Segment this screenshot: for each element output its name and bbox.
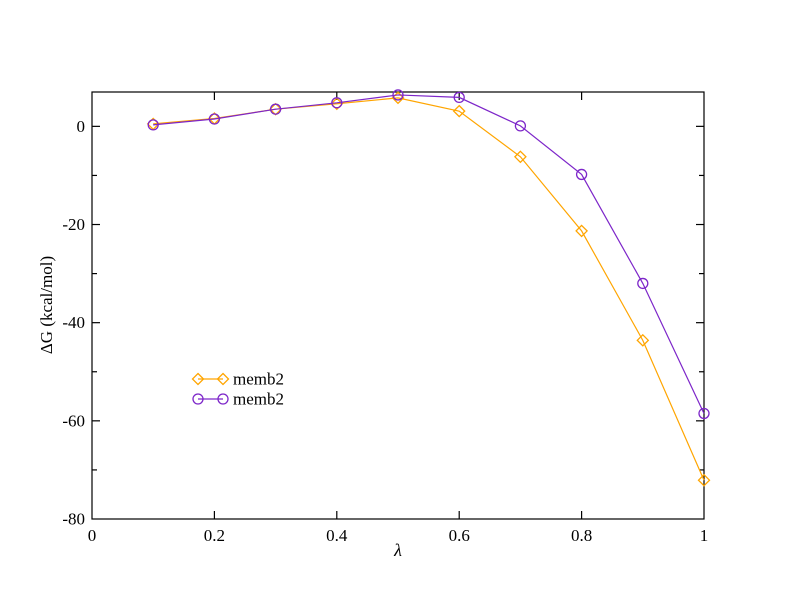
data-point <box>331 97 343 109</box>
legend-marker-0 <box>216 372 230 386</box>
x-tick-label: 0.4 <box>326 526 348 545</box>
series-line-0 <box>153 97 705 481</box>
y-axis-label: ΔG (kcal/mol) <box>37 256 56 354</box>
legend-marker-1 <box>217 393 229 405</box>
x-tick-label: 0.6 <box>449 526 470 545</box>
data-point <box>147 119 159 131</box>
data-point <box>514 120 527 132</box>
data-point <box>575 224 589 238</box>
data-point <box>637 277 649 290</box>
x-tick-label: 0 <box>88 526 97 545</box>
legend-label-1: memb2 <box>233 390 284 409</box>
data-point <box>269 103 282 115</box>
y-tick-label: -40 <box>62 313 85 332</box>
y-tick-label: -80 <box>62 510 85 529</box>
data-point <box>391 91 405 105</box>
data-point <box>208 113 221 125</box>
data-point <box>513 150 527 164</box>
legend-marker-1 <box>192 393 204 405</box>
series-line-1 <box>153 94 705 414</box>
data-point <box>453 91 465 104</box>
data-point <box>452 104 466 118</box>
y-tick-label: -20 <box>62 215 85 234</box>
legend-label-0: memb2 <box>233 370 284 389</box>
plot-frame <box>91 91 705 520</box>
x-axis-label: λ <box>393 540 402 560</box>
data-point <box>392 89 404 101</box>
data-point <box>698 407 710 420</box>
y-tick-label: -60 <box>62 411 85 430</box>
y-tick-label: 0 <box>77 117 86 136</box>
x-tick-label: 0.2 <box>204 526 225 545</box>
data-point <box>575 168 588 181</box>
data-point <box>636 333 650 347</box>
data-point <box>697 473 711 487</box>
x-tick-label: 0.8 <box>571 526 592 545</box>
x-tick-label: 1 <box>700 526 709 545</box>
legend-marker-0 <box>191 372 205 386</box>
